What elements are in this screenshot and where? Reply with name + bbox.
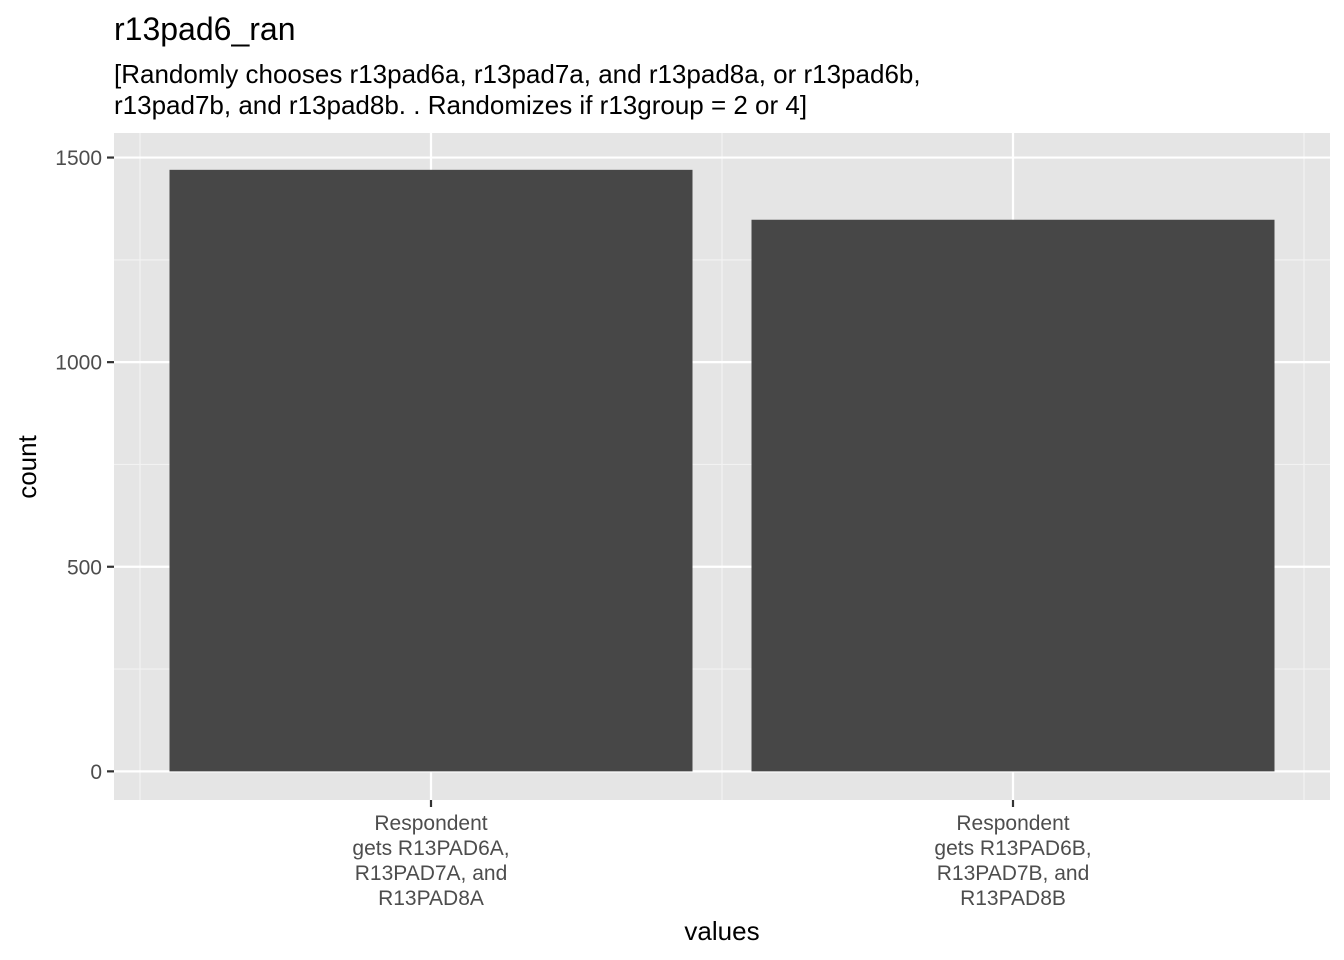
- bars: [169, 169, 1275, 772]
- x-axis: Respondent gets R13PAD6A, R13PAD7A, and R13…: [352, 800, 1092, 910]
- bar-2: [751, 219, 1275, 772]
- y-tick-label: 0: [90, 761, 102, 784]
- x-tick-label-line: Respondent: [374, 812, 487, 835]
- y-tick-label: 500: [67, 556, 102, 579]
- chart-subtitle-line-1: [Randomly chooses r13pad6a, r13pad7a, an…: [114, 59, 921, 89]
- x-tick-label-line: R13PAD8A: [378, 887, 484, 910]
- x-tick-label-line: Respondent: [956, 812, 1069, 835]
- x-tick-label-line: gets R13PAD6A,: [352, 837, 509, 860]
- x-tick-label-line: R13PAD7B, and: [937, 862, 1090, 885]
- x-tick-label-line: R13PAD8B: [960, 887, 1066, 910]
- y-tick-label: 1500: [55, 147, 102, 170]
- chart-subtitle-line-2: r13pad7b, and r13pad8b. . Randomizes if …: [114, 90, 807, 120]
- chart-title: r13pad6_ran: [114, 11, 295, 47]
- bar-1: [169, 169, 693, 772]
- x-tick-label: Respondent gets R13PAD6A, R13PAD7A, and R13…: [352, 812, 509, 910]
- x-tick-label-line: R13PAD7A, and: [355, 862, 508, 885]
- x-axis-title: values: [684, 916, 759, 946]
- x-tick-label: Respondent gets R13PAD6B, R13PAD7B, and R13…: [934, 812, 1091, 910]
- y-axis: 0 500 1000 1500: [55, 147, 114, 784]
- y-axis-title: count: [12, 434, 42, 498]
- x-tick-label-line: gets R13PAD6B,: [934, 837, 1091, 860]
- y-tick-label: 1000: [55, 352, 102, 375]
